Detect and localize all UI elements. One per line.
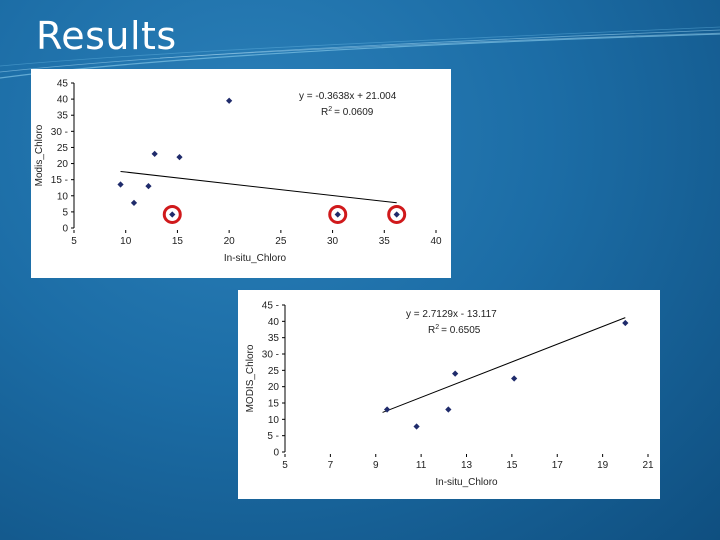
outlier-highlight-circle — [328, 204, 348, 224]
x-tick-label: 9 — [373, 460, 379, 471]
data-point — [393, 211, 400, 218]
outlier-highlight-circle — [387, 204, 407, 224]
data-point — [151, 150, 158, 158]
x-tick-label: 15 — [506, 460, 518, 471]
scatter-plot-2: 0 5 - 10 15 20 25 30 - 35 40 45 - 5 7 9 11 13 15 17 19 21 I… — [245, 301, 654, 489]
y-tick-label: 15 - — [51, 175, 68, 186]
slide-title: Results — [36, 14, 177, 58]
y-tick-label: 45 — [57, 79, 69, 90]
x-tick-label: 40 — [430, 236, 442, 247]
r-squared-exponent: 2 — [435, 324, 439, 331]
data-point — [130, 199, 138, 206]
x-tick-label: 19 — [597, 460, 609, 471]
y-tick-label: 30 - — [262, 350, 279, 361]
r-squared-value: = 0.0609 — [334, 107, 374, 118]
x-tick-label: 35 — [379, 236, 391, 247]
trendline — [120, 170, 397, 204]
y-tick-label: 35 — [268, 333, 280, 344]
y-tick-label: 45 - — [262, 301, 279, 312]
data-point — [452, 370, 459, 377]
y-tick-label: 20 — [268, 382, 280, 393]
y-tick-label: 35 — [57, 111, 69, 122]
x-tick-label: 7 — [328, 460, 334, 471]
x-tick-label: 21 — [642, 460, 654, 471]
x-tick-label: 10 — [120, 236, 132, 247]
y-axis-title: Modis_Chloro — [34, 124, 45, 186]
x-axis-title: In-situ_Chloro — [224, 253, 287, 264]
x-tick-label: 30 — [327, 236, 339, 247]
x-tick-label: 17 — [552, 460, 564, 471]
outlier-highlight-circle — [162, 204, 182, 224]
data-point — [413, 423, 420, 430]
data-point — [145, 182, 152, 190]
x-tick-label: 5 — [71, 236, 77, 247]
y-tick-label: 40 — [268, 317, 280, 328]
data-point — [445, 406, 452, 413]
trendline-equation: y = -0.3638x + 21.004 — [299, 91, 397, 102]
x-axis-title: In-situ_Chloro — [435, 477, 498, 488]
r-squared-exponent: 2 — [328, 106, 332, 113]
data-point — [117, 181, 124, 188]
y-tick-label: 5 — [62, 207, 68, 218]
y-tick-label: 10 — [57, 191, 69, 202]
data-point — [622, 319, 629, 327]
trendline — [382, 317, 626, 413]
y-tick-label: 10 — [268, 415, 280, 426]
x-tick-label: 13 — [461, 460, 473, 471]
y-tick-label: 20 — [57, 159, 69, 170]
r-squared-symbol: R — [321, 107, 328, 118]
data-point — [334, 211, 341, 218]
data-point — [176, 153, 183, 161]
r-squared-label: R2 = 0.0609 — [321, 106, 374, 118]
y-tick-label: 25 — [268, 366, 280, 377]
y-tick-label: 40 — [57, 95, 69, 106]
trendline-equation: y = 2.7129x - 13.117 — [406, 309, 497, 320]
y-tick-label: 0 — [62, 224, 68, 235]
data-point — [169, 211, 176, 218]
y-axis-title: MODIS_Chloro — [245, 344, 256, 412]
r-squared-label: R2 = 0.6505 — [428, 324, 481, 336]
y-tick-label: 15 — [268, 399, 280, 410]
r-squared-value: = 0.6505 — [441, 325, 481, 336]
y-tick-label: 5 - — [267, 431, 279, 442]
y-tick-label: 25 — [57, 143, 69, 154]
r-squared-symbol: R — [428, 325, 435, 336]
x-tick-label: 25 — [275, 236, 287, 247]
x-tick-label: 20 — [224, 236, 236, 247]
chart-modis-vs-insitu-filtered: 0 5 - 10 15 20 25 30 - 35 40 45 - 5 7 9 11 13 15 17 19 21 I… — [238, 290, 660, 499]
x-tick-label: 11 — [416, 460, 427, 471]
y-tick-label: 30 - — [51, 127, 68, 138]
data-point — [511, 375, 518, 382]
x-tick-label: 15 — [172, 236, 184, 247]
data-point — [226, 97, 233, 104]
chart-modis-vs-insitu-all: 0 5 10 15 -20 25 30 -35 40 45 5 10 15 20 25 30 35 40 In-… — [31, 69, 451, 278]
x-tick-label: 5 — [282, 460, 288, 471]
y-tick-label: 0 — [273, 448, 279, 459]
